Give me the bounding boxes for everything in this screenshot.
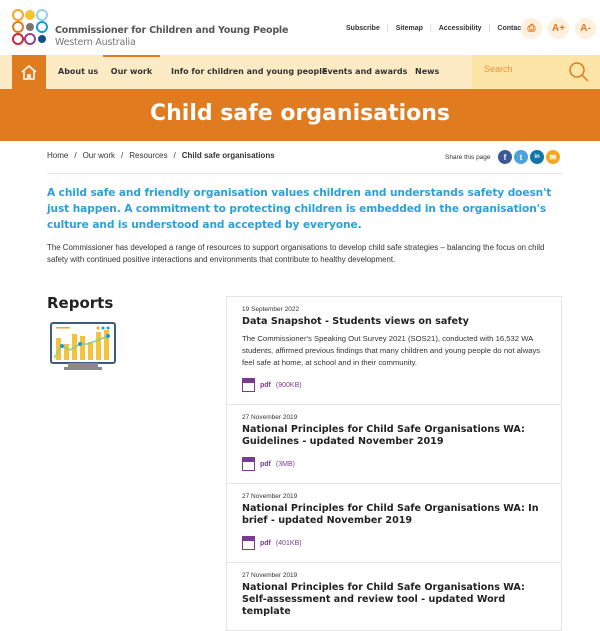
intro-text: The Commissioner has developed a range o… <box>47 243 545 264</box>
report-item: 27 November 2019 National Principles for… <box>227 563 561 631</box>
pdf-icon <box>242 457 255 471</box>
nav-events-awards[interactable]: Events and awards <box>322 67 408 76</box>
nav-about-us[interactable]: About us <box>58 67 99 76</box>
page-title: Child safe organisations <box>0 89 600 141</box>
breadcrumb-home[interactable]: Home <box>47 151 69 160</box>
file-size: (401KB) <box>275 539 302 547</box>
subscribe-link[interactable]: Subscribe <box>346 25 380 32</box>
breadcrumb-our-work[interactable]: Our work <box>82 151 116 160</box>
nav-info-children[interactable]: Info for children and young people <box>171 67 328 76</box>
facebook-icon[interactable]: f <box>498 150 512 164</box>
utility-links: Subscribe | Sitemap | Accessibility | Conta… <box>346 25 524 32</box>
report-item: 27 November 2019 National Principles for… <box>227 484 561 563</box>
report-item: 27 November 2019 National Principles for… <box>227 405 561 484</box>
pdf-link[interactable]: pdf <box>260 460 271 468</box>
nav-our-work[interactable]: Our work <box>103 55 160 89</box>
logo[interactable] <box>12 9 48 45</box>
email-icon[interactable]: ✉ <box>546 150 560 164</box>
breadcrumb: Home / Our work / Resources / Child safe or… <box>47 151 275 160</box>
accessibility-link[interactable]: Accessibility <box>438 25 482 32</box>
report-date: 19 September 2022 <box>242 306 300 313</box>
file-size: (900KB) <box>275 381 302 389</box>
org-subtitle: Western Australia <box>55 37 136 48</box>
report-date: 27 November 2019 <box>242 493 298 500</box>
report-title[interactable]: National Principles for Child Safe Organ… <box>242 582 525 617</box>
font-increase-button[interactable]: A+ <box>548 18 569 39</box>
home-icon <box>21 64 37 80</box>
org-title: Commissioner for Children and Young Peop… <box>55 25 289 36</box>
breadcrumb-resources[interactable]: Resources <box>129 151 168 160</box>
linkedin-icon[interactable]: in <box>530 150 544 164</box>
report-title[interactable]: National Principles for Child Safe Organ… <box>242 424 525 447</box>
file-size: (3MB) <box>275 460 295 468</box>
twitter-icon[interactable]: t <box>514 150 528 164</box>
pdf-icon <box>242 536 255 550</box>
pdf-icon <box>242 378 255 392</box>
report-description: The Commissioner's Speaking Out Survey 2… <box>242 334 541 367</box>
breadcrumb-current: Child safe organisations <box>181 151 275 160</box>
sitemap-link[interactable]: Sitemap <box>395 25 423 32</box>
home-button[interactable] <box>12 55 46 89</box>
print-icon: ⎙ <box>527 23 536 34</box>
report-date: 27 November 2019 <box>242 572 298 579</box>
search-input[interactable] <box>484 64 564 74</box>
report-title[interactable]: National Principles for Child Safe Organ… <box>242 503 539 526</box>
divider <box>47 173 562 174</box>
search-icon[interactable] <box>568 61 590 83</box>
contact-link[interactable]: Contact <box>497 25 524 32</box>
nav-news[interactable]: News <box>415 67 440 76</box>
font-decrease-button[interactable]: A- <box>575 18 596 39</box>
report-item: 19 September 2022 Data Snapshot - Studen… <box>227 297 561 405</box>
search-box <box>472 55 600 89</box>
report-date: 27 November 2019 <box>242 414 298 421</box>
reports-list: 19 September 2022 Data Snapshot - Studen… <box>226 296 562 631</box>
reports-monitor-icon <box>50 322 116 370</box>
org-name[interactable]: Commissioner for Children and Young Peop… <box>55 25 288 49</box>
report-title[interactable]: Data Snapshot - Students views on safety <box>242 316 469 327</box>
pdf-link[interactable]: pdf <box>260 539 271 547</box>
lead-text: A child safe and friendly organisation v… <box>47 187 552 231</box>
share-label: Share this page <box>445 154 491 161</box>
pdf-link[interactable]: pdf <box>260 381 271 389</box>
reports-heading: Reports <box>47 294 114 312</box>
print-button[interactable]: ⎙ <box>521 18 542 39</box>
